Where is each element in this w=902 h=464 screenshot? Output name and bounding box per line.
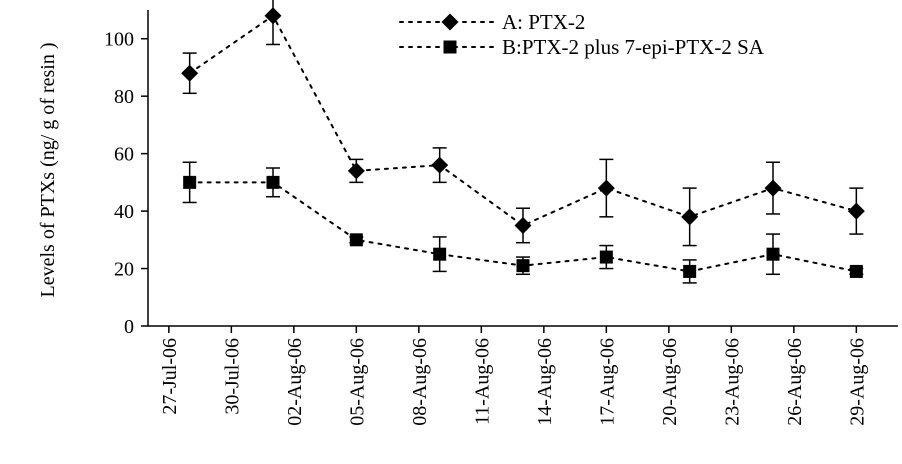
legend-marker-square [443, 40, 457, 54]
data-point-diamond [597, 179, 615, 197]
data-point-diamond [431, 156, 449, 174]
x-tick-label: 27-Jul-06 [159, 338, 181, 415]
y-tick-label: 60 [114, 144, 134, 166]
series-b [182, 161, 864, 284]
data-point-diamond [681, 208, 699, 226]
data-point-diamond [181, 64, 199, 82]
y-tick-label: 80 [114, 86, 134, 108]
legend: A: PTX-2B:PTX-2 plus 7-epi-PTX-2 SA [399, 10, 765, 59]
data-point-diamond [347, 162, 365, 180]
y-tick-label: 20 [114, 259, 134, 281]
x-tick-label: 23-Aug-06 [721, 338, 743, 426]
data-point-square [849, 264, 863, 278]
data-point-diamond [847, 202, 865, 220]
x-tick-label: 20-Aug-06 [659, 338, 681, 426]
data-point-square [516, 259, 530, 273]
data-point-square [766, 247, 780, 261]
data-point-square [349, 233, 363, 247]
series-layer [181, 0, 865, 284]
data-point-square [433, 247, 447, 261]
y-axis-title: Levels of PTXs (ng/ g of resin ) [37, 43, 59, 298]
axes [147, 10, 898, 327]
data-point-square [183, 175, 197, 189]
series-a [181, 0, 865, 247]
x-tick-label: 14-Aug-06 [534, 338, 556, 426]
legend-label: A: PTX-2 [502, 10, 585, 34]
y-axis-ticks: 0 20 40 60 80 100 [104, 29, 148, 338]
x-tick-label: 26-Aug-06 [784, 338, 806, 426]
x-tick-label: 05-Aug-06 [346, 338, 368, 426]
data-point-diamond [514, 216, 532, 234]
x-tick-label: 08-Aug-06 [409, 338, 431, 426]
legend-label: B:PTX-2 plus 7-epi-PTX-2 SA [502, 35, 765, 59]
x-tick-label: 17-Aug-06 [596, 338, 618, 426]
series-line [188, 14, 858, 227]
x-tick-label: 29-Aug-06 [846, 338, 868, 426]
data-point-square [599, 250, 613, 264]
x-tick-label: 02-Aug-06 [284, 338, 306, 426]
legend-marker-diamond [441, 13, 459, 31]
data-point-square [683, 264, 697, 278]
y-tick-label: 0 [124, 316, 134, 338]
data-point-diamond [264, 7, 282, 25]
data-point-square [266, 175, 280, 189]
x-tick-label: 30-Jul-06 [221, 338, 243, 415]
data-point-diamond [764, 179, 782, 197]
x-tick-label: 11-Aug-06 [471, 338, 493, 425]
y-tick-label: 100 [104, 29, 134, 51]
y-tick-label: 40 [114, 201, 134, 223]
x-axis-ticks: 27-Jul-06 30-Jul-06 02-Aug-06 05-Aug-06 08-A… [159, 326, 868, 426]
